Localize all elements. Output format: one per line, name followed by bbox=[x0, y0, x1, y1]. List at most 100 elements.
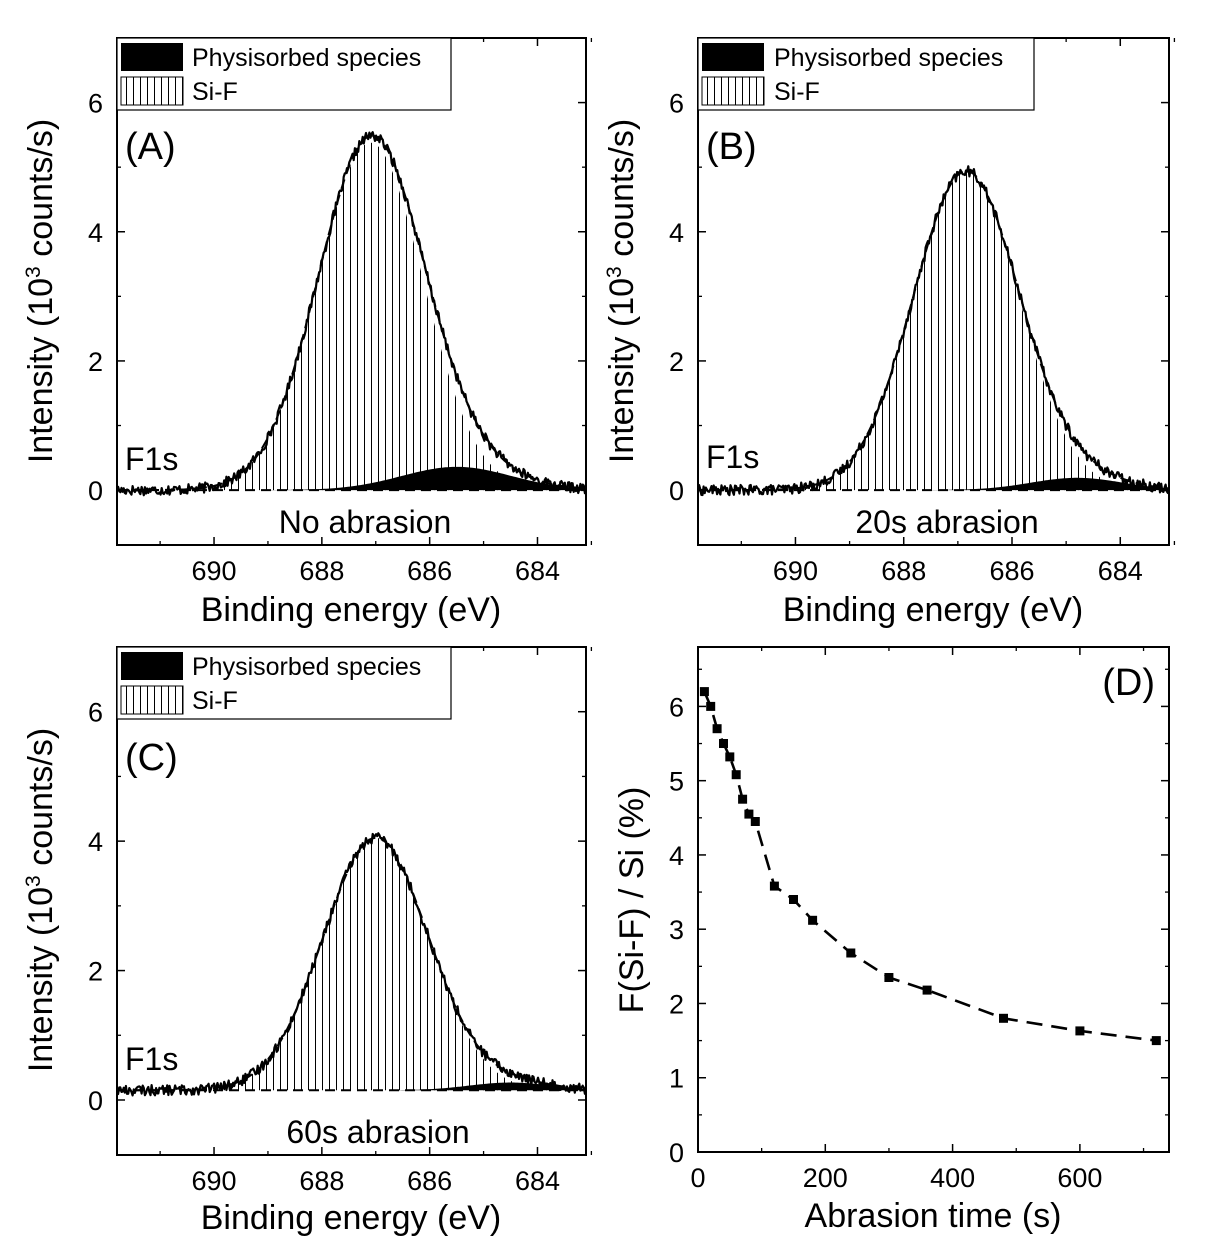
physisorbed-component-area bbox=[698, 477, 1169, 491]
measured-spectrum-line bbox=[117, 832, 586, 1097]
panel-label: (A) bbox=[125, 126, 176, 168]
x-tick-label: 684 bbox=[515, 556, 560, 586]
xps-panel-c: 690 688 686 684 0 2 4 6 Physisorbed species Si-… bbox=[22, 646, 593, 1237]
legend-label-si-f: Si-F bbox=[192, 78, 238, 106]
y-tick-label: 2 bbox=[669, 347, 684, 377]
physisorbed-component-area bbox=[117, 466, 586, 491]
y-tick-label: 3 bbox=[669, 915, 684, 945]
measured-spectrum-line bbox=[117, 131, 586, 497]
panel-label: (B) bbox=[706, 126, 757, 168]
legend: Physisorbed species Si-F bbox=[697, 37, 1035, 111]
plot-frame bbox=[697, 646, 1170, 1153]
legend-swatch-physisorbed bbox=[702, 43, 764, 71]
x-tick-label: 0 bbox=[690, 1163, 705, 1193]
legend-label-si-f: Si-F bbox=[192, 687, 238, 715]
y-tick-label: 0 bbox=[669, 1138, 684, 1168]
data-point bbox=[750, 817, 760, 826]
y-tick-label: 0 bbox=[88, 476, 103, 506]
x-axis-label: Binding energy (eV) bbox=[201, 591, 502, 629]
y-tick-label: 4 bbox=[88, 827, 103, 857]
y-tick-label: 6 bbox=[669, 692, 684, 722]
y-axis-label: F(Si-F) / Si (%) bbox=[613, 787, 651, 1014]
data-point bbox=[922, 985, 932, 995]
y-tick-label: 4 bbox=[669, 218, 684, 248]
y-tick-label: 6 bbox=[88, 89, 103, 119]
condition-label: No abrasion bbox=[279, 504, 452, 540]
y-tick-label: 2 bbox=[88, 957, 103, 987]
xps-panel-b: 690 688 686 684 0 2 4 6 Physisorbed species Si-… bbox=[603, 37, 1176, 629]
y-tick-label: 0 bbox=[88, 1086, 103, 1116]
spectrum-label: F1s bbox=[125, 1041, 178, 1077]
condition-label: 60s abrasion bbox=[286, 1114, 469, 1150]
y-tick-label: 5 bbox=[669, 767, 684, 797]
spectrum-label: F1s bbox=[706, 439, 759, 475]
data-point bbox=[699, 687, 709, 697]
x-tick-label: 690 bbox=[192, 556, 237, 586]
data-point bbox=[846, 948, 856, 958]
data-point bbox=[744, 809, 754, 819]
y-tick-label: 2 bbox=[88, 347, 103, 377]
x-tick-label: 688 bbox=[299, 556, 344, 586]
x-tick-label: 686 bbox=[407, 1166, 452, 1196]
x-tick-label: 200 bbox=[803, 1163, 848, 1193]
legend-label-physisorbed: Physisorbed species bbox=[192, 653, 421, 681]
spectrum-label: F1s bbox=[125, 441, 178, 477]
x-tick-label: 686 bbox=[407, 556, 452, 586]
legend-swatch-si-f bbox=[120, 685, 184, 715]
data-point bbox=[725, 752, 735, 762]
panel-label: (D) bbox=[1102, 662, 1155, 704]
y-tick-label: 4 bbox=[669, 841, 684, 871]
x-tick-label: 686 bbox=[989, 556, 1034, 586]
si-f-component-area bbox=[117, 837, 586, 1091]
y-tick-label: 1 bbox=[669, 1064, 684, 1094]
data-point bbox=[999, 1013, 1008, 1023]
xps-panel-a: 690 688 686 684 0 2 4 6 Physisorbed species Si-… bbox=[22, 37, 593, 629]
data-point bbox=[808, 915, 818, 925]
legend-swatch-si-f bbox=[120, 76, 184, 106]
legend-label-physisorbed: Physisorbed species bbox=[774, 44, 1003, 72]
x-axis-label: Binding energy (eV) bbox=[201, 1199, 502, 1237]
y-axis-label: Intensity (103 counts/s) bbox=[22, 728, 60, 1072]
legend: Physisorbed species Si-F bbox=[116, 37, 452, 111]
data-point bbox=[706, 701, 716, 711]
si-f-component-area bbox=[117, 142, 586, 491]
si-f-component-area bbox=[698, 171, 1169, 491]
x-tick-label: 684 bbox=[515, 1166, 560, 1196]
data-point bbox=[1151, 1036, 1161, 1046]
x-tick-label: 690 bbox=[773, 556, 818, 586]
data-point bbox=[712, 724, 722, 734]
panel-label: (C) bbox=[125, 737, 178, 779]
x-tick-label: 600 bbox=[1057, 1163, 1102, 1193]
data-point bbox=[731, 770, 741, 780]
data-point bbox=[884, 973, 894, 982]
y-axis-label: Intensity (103 counts/s) bbox=[22, 119, 60, 463]
data-point bbox=[769, 881, 779, 891]
y-tick-label: 0 bbox=[669, 476, 684, 506]
x-tick-label: 684 bbox=[1098, 556, 1143, 586]
y-tick-label: 6 bbox=[88, 698, 103, 728]
x-axis-label: Binding energy (eV) bbox=[783, 591, 1084, 629]
x-axis-label: Abrasion time (s) bbox=[805, 1197, 1062, 1235]
y-tick-label: 4 bbox=[88, 218, 103, 248]
x-tick-label: 400 bbox=[930, 1163, 975, 1193]
physisorbed-component-area bbox=[117, 1082, 586, 1091]
legend-swatch-si-f bbox=[701, 76, 765, 106]
y-tick-label: 6 bbox=[669, 89, 684, 119]
x-tick-label: 690 bbox=[192, 1166, 237, 1196]
data-point bbox=[1075, 1026, 1085, 1036]
legend-swatch-physisorbed bbox=[121, 43, 183, 71]
y-axis-label: Intensity (103 counts/s) bbox=[603, 119, 641, 463]
data-point bbox=[789, 895, 798, 904]
x-tick-label: 688 bbox=[881, 556, 926, 586]
legend-swatch-physisorbed bbox=[121, 652, 183, 680]
data-point bbox=[738, 794, 748, 804]
legend-label-physisorbed: Physisorbed species bbox=[192, 44, 421, 72]
y-tick-label: 2 bbox=[669, 989, 684, 1019]
data-point bbox=[719, 739, 728, 748]
legend: Physisorbed species Si-F bbox=[116, 646, 452, 720]
legend-label-si-f: Si-F bbox=[774, 78, 820, 106]
x-tick-label: 688 bbox=[299, 1166, 344, 1196]
condition-label: 20s abrasion bbox=[855, 504, 1038, 540]
